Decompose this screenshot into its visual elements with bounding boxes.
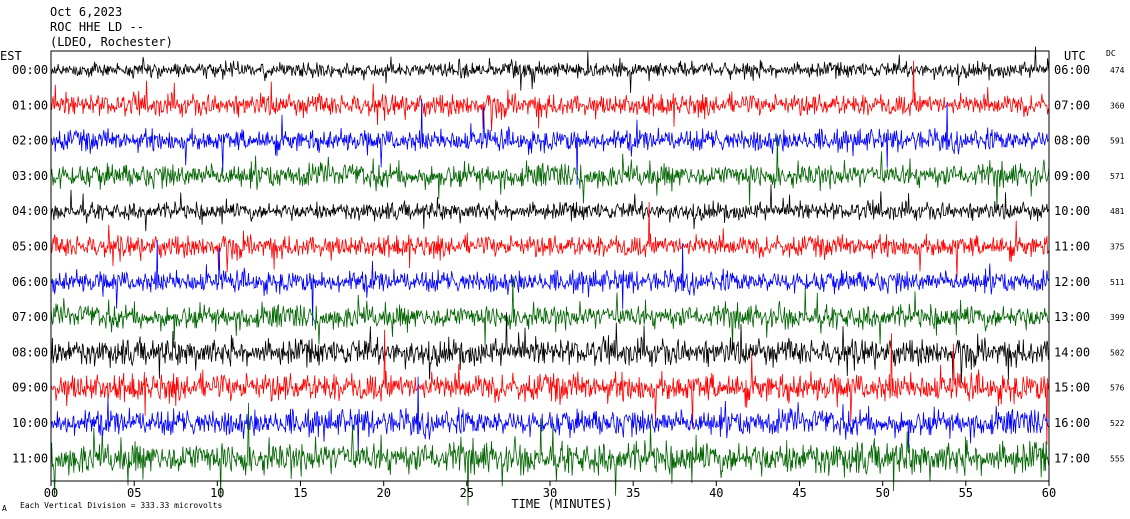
dc-value: 399 bbox=[1110, 313, 1125, 322]
left-axis-label: EST bbox=[0, 49, 22, 63]
x-axis-label: TIME (MINUTES) bbox=[511, 497, 612, 511]
utc-label: 12:00 bbox=[1054, 275, 1090, 289]
x-axis-ticks: 00 05 10 15 20 25 30 35 40 45 50 55 60 bbox=[44, 481, 1056, 500]
x-tick-label: 50 bbox=[875, 486, 889, 500]
est-label: 07:00 bbox=[12, 310, 48, 324]
x-tick-label: 05 bbox=[127, 486, 141, 500]
trace-row-0000 bbox=[51, 46, 1050, 93]
header-date: Oct 6,2023 bbox=[50, 5, 122, 19]
utc-label: 09:00 bbox=[1054, 169, 1090, 183]
utc-label: 16:00 bbox=[1054, 416, 1090, 430]
utc-label: 13:00 bbox=[1054, 310, 1090, 324]
seismic-traces bbox=[50, 46, 1050, 506]
x-tick-label: 00 bbox=[44, 486, 58, 500]
x-tick-label: 15 bbox=[293, 486, 307, 500]
trace-row-0600 bbox=[50, 239, 1050, 326]
trace-row-0500 bbox=[50, 201, 1050, 278]
est-label: 11:00 bbox=[12, 451, 48, 465]
trace-row-0300 bbox=[50, 135, 1050, 211]
dc-value: 511 bbox=[1110, 278, 1125, 287]
est-label: 00:00 bbox=[12, 63, 48, 77]
utc-label: 10:00 bbox=[1054, 204, 1090, 218]
est-label: 02:00 bbox=[12, 134, 48, 148]
est-label: 09:00 bbox=[12, 381, 48, 395]
header-station: ROC HHE LD -- bbox=[50, 20, 144, 34]
trace-row-0100 bbox=[50, 60, 1050, 132]
utc-label: 07:00 bbox=[1054, 98, 1090, 112]
dc-value: 481 bbox=[1110, 207, 1125, 216]
dc-value: 474 bbox=[1110, 66, 1125, 75]
trace-row-0900 bbox=[50, 329, 1050, 446]
x-tick-label: 25 bbox=[460, 486, 474, 500]
x-tick-label: 55 bbox=[959, 486, 973, 500]
x-tick-label: 60 bbox=[1042, 486, 1056, 500]
trace-row-0700 bbox=[50, 276, 1050, 352]
trace-row-1000 bbox=[50, 376, 1050, 456]
est-label: 10:00 bbox=[12, 416, 48, 430]
est-label: 01:00 bbox=[12, 98, 48, 112]
dc-value: 360 bbox=[1110, 101, 1125, 110]
utc-label: 14:00 bbox=[1054, 345, 1090, 359]
est-label: 08:00 bbox=[12, 345, 48, 359]
utc-label: 15:00 bbox=[1054, 381, 1090, 395]
dc-column-label: DC bbox=[1106, 49, 1116, 58]
dc-value: 591 bbox=[1110, 137, 1125, 146]
dc-value: 576 bbox=[1110, 384, 1125, 393]
dc-value: 522 bbox=[1110, 419, 1125, 428]
trace-row-0400 bbox=[50, 184, 1050, 232]
dc-value: 375 bbox=[1110, 243, 1125, 252]
x-tick-label: 20 bbox=[376, 486, 390, 500]
x-tick-label: 10 bbox=[210, 486, 224, 500]
x-tick-label: 30 bbox=[543, 486, 557, 500]
utc-label: 08:00 bbox=[1054, 134, 1090, 148]
x-tick-label: 45 bbox=[792, 486, 806, 500]
est-label: 04:00 bbox=[12, 204, 48, 218]
row-labels: 00:00 06:00 474 01:00 07:00 360 02:00 08:00 591 0… bbox=[12, 63, 1125, 465]
dc-value: 555 bbox=[1110, 454, 1125, 463]
utc-label: 17:00 bbox=[1054, 451, 1090, 465]
est-label: 05:00 bbox=[12, 240, 48, 254]
trace-row-0800 bbox=[50, 312, 1050, 384]
x-tick-label: 35 bbox=[626, 486, 640, 500]
trace-row-0200 bbox=[50, 98, 1050, 185]
dc-value: 571 bbox=[1110, 172, 1125, 181]
est-label: 06:00 bbox=[12, 275, 48, 289]
trace-row-1100 bbox=[50, 402, 1050, 506]
right-axis-label: UTC bbox=[1064, 49, 1086, 63]
dc-value: 502 bbox=[1110, 348, 1125, 357]
utc-label: 06:00 bbox=[1054, 63, 1090, 77]
footer-note: Each Vertical Division = 333.33 microvol… bbox=[20, 501, 222, 510]
footer-mark: A bbox=[2, 504, 7, 513]
header-network: (LDEO, Rochester) bbox=[50, 35, 173, 49]
utc-label: 11:00 bbox=[1054, 240, 1090, 254]
x-tick-label: 40 bbox=[709, 486, 723, 500]
est-label: 03:00 bbox=[12, 169, 48, 183]
